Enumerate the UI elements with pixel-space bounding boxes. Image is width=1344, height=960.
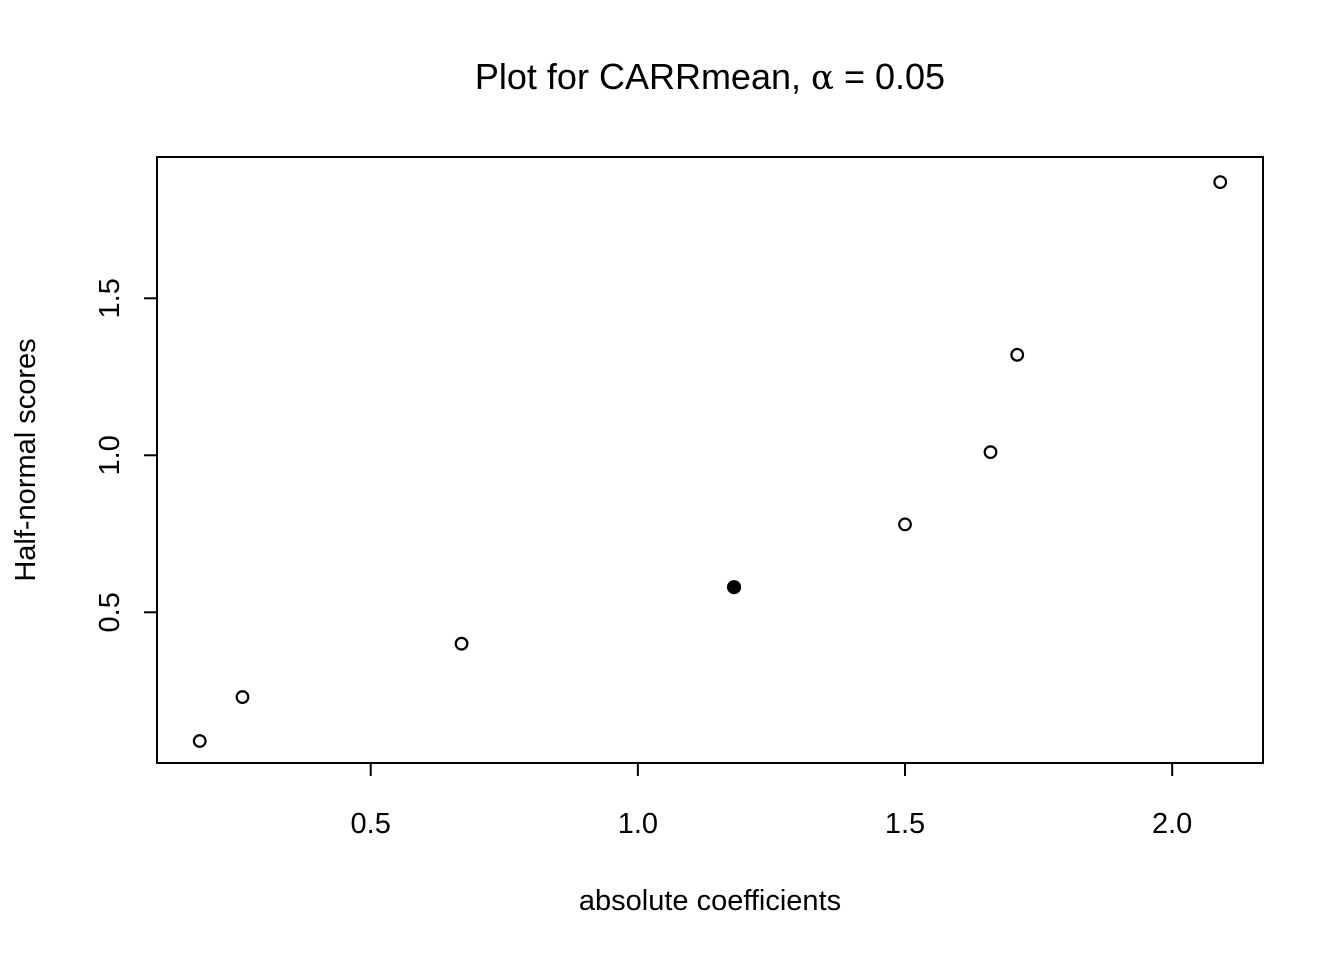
x-axis-label: absolute coefficients [579, 885, 841, 917]
chart-title-prefix: Plot for CARRmean, [475, 56, 811, 97]
x-tick-label: 1.5 [885, 808, 925, 840]
chart-title-alpha-value: 0.05 [875, 56, 945, 97]
x-axis: 0.5 1.0 1.5 2.0 [351, 763, 1192, 840]
data-point [192, 734, 207, 748]
x-tick-label: 2.0 [1152, 808, 1192, 840]
data-point [898, 517, 912, 532]
x-tick-label: 1.0 [618, 808, 658, 840]
y-tick-label: 1.5 [94, 278, 126, 318]
plot-frame [156, 156, 1264, 764]
y-tick-label: 1.0 [94, 435, 126, 475]
data-point [1213, 175, 1228, 190]
data-point [983, 445, 998, 460]
data-points [192, 175, 1228, 748]
y-axis: 0.5 1.0 1.5 [94, 278, 157, 632]
data-point-filled [726, 580, 742, 595]
data-point [235, 690, 250, 704]
data-point [454, 636, 469, 651]
x-tick-label: 0.5 [351, 808, 391, 840]
chart-title-equals: = [834, 56, 875, 97]
y-tick-label: 0.5 [94, 592, 126, 632]
chart-title: Plot for CARRmean, α = 0.05 [475, 56, 945, 98]
data-point [1010, 347, 1025, 362]
chart-title-alpha: α [811, 58, 834, 98]
y-axis-label: Half-normal scores [10, 338, 42, 581]
